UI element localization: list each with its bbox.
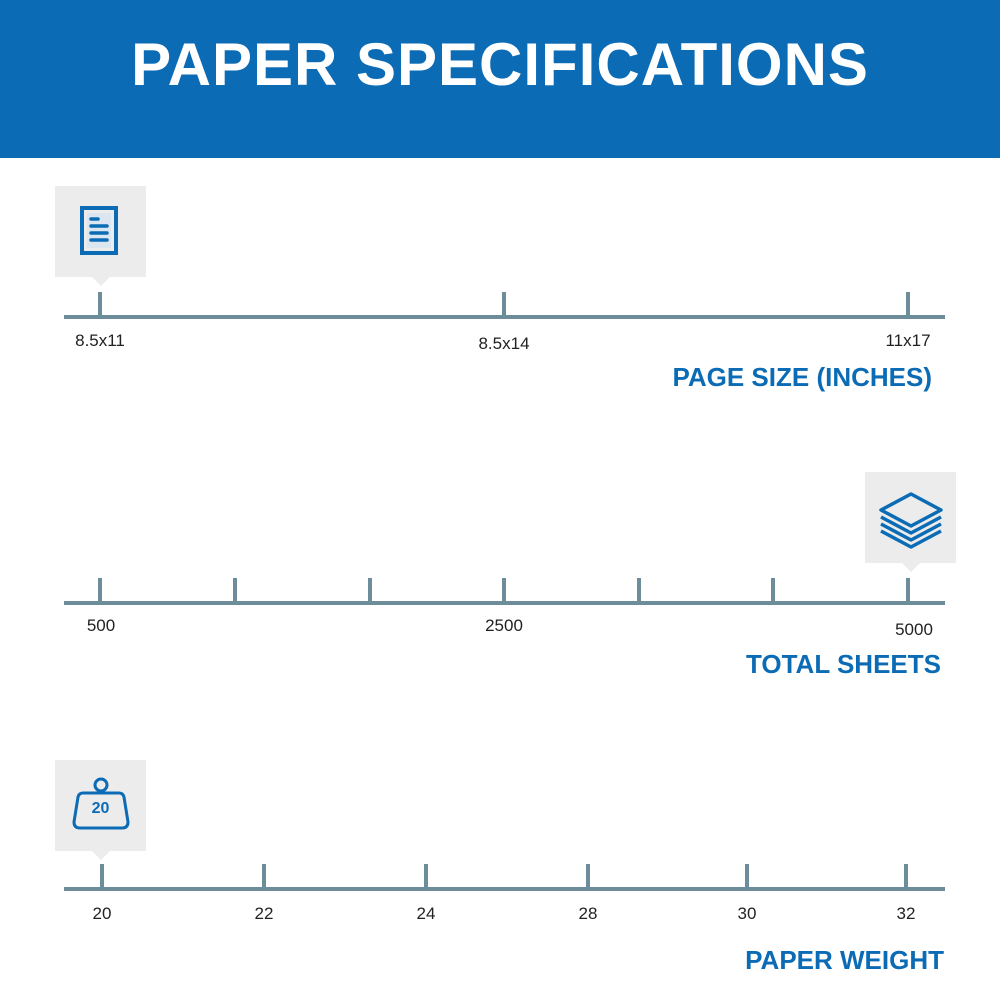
total-sheets-title: TOTAL SHEETS: [745, 649, 941, 679]
tick-label: 24: [416, 904, 436, 923]
tick-label: 30: [737, 904, 757, 923]
total-sheets-marker: [865, 472, 956, 572]
tick: [262, 864, 266, 889]
total-sheets-axis: [64, 601, 945, 605]
tick: [771, 578, 775, 603]
tick: [502, 578, 506, 603]
tick: [637, 578, 641, 603]
tick-label: 8.5x11: [75, 331, 125, 350]
tick: [906, 578, 910, 603]
page-title: PAPER SPECIFICATIONS: [131, 31, 869, 98]
tick-label: 11x17: [885, 331, 931, 350]
tick-label: 500: [86, 616, 116, 635]
weight-icon: [72, 777, 130, 830]
tick: [98, 292, 102, 317]
tick: [502, 292, 506, 317]
page-size-marker: [55, 186, 146, 286]
paper-weight-title: PAPER WEIGHT: [745, 945, 944, 975]
tick: [98, 578, 102, 603]
tick: [233, 578, 237, 603]
tick: [100, 864, 104, 889]
tick-label: 2500: [485, 616, 523, 635]
header-banner: PAPER SPECIFICATIONS: [0, 0, 1000, 158]
tick-label: 5000: [895, 620, 933, 639]
tick: [586, 864, 590, 889]
page-size-axis: [64, 315, 945, 319]
tick-label: 20: [92, 904, 112, 923]
tick: [745, 864, 749, 889]
tick: [424, 864, 428, 889]
weight-icon-label: 20: [91, 800, 110, 817]
tick: [906, 292, 910, 317]
page-size-title: PAGE SIZE (INCHES): [672, 362, 932, 392]
document-icon: [80, 206, 118, 255]
tick: [904, 864, 908, 889]
tick-label: 8.5x14: [478, 334, 530, 353]
tick-label: 32: [896, 904, 916, 923]
paper-weight-axis: [64, 887, 945, 891]
tick-label: 22: [254, 904, 274, 923]
tick-label: 28: [578, 904, 598, 923]
paper-stack-icon: [879, 492, 943, 549]
tick: [368, 578, 372, 603]
paper-weight-marker: 20: [55, 760, 146, 860]
